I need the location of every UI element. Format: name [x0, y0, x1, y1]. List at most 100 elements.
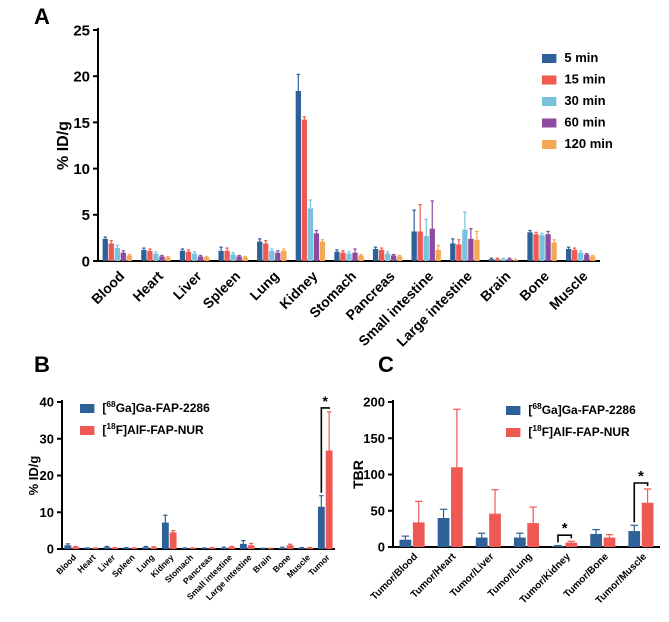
- bar-blood-68ga-ga-fap-2286: [64, 545, 72, 549]
- y-tick-label: 10: [73, 161, 90, 178]
- bar-tumor-heart-18f-alf-fap-nur: [451, 467, 463, 547]
- bar-large-intestine-68ga-ga-fap-2286: [239, 543, 247, 549]
- bar-small-intestine-18f-alf-fap-nur: [228, 547, 236, 549]
- bar-small-intestine-120-min: [435, 249, 441, 261]
- bar-small-intestine-60-min: [429, 228, 435, 261]
- bar-muscle-5-min: [565, 248, 572, 261]
- bar-kidney-30-min: [307, 208, 314, 261]
- bar-bone-18f-alf-fap-nur: [286, 545, 294, 549]
- bar-pancreas-30-min: [384, 253, 391, 261]
- x-tick-label-bone: Bone: [516, 268, 552, 304]
- legend-swatch-18f-alf-fap-nur: [506, 428, 521, 437]
- bar-tumor-lung-68ga-ga-fap-2286: [513, 537, 526, 547]
- bar-kidney-68ga-ga-fap-2286: [161, 522, 169, 549]
- bar-bone-5-min: [527, 232, 533, 261]
- bar-liver-15-min: [185, 251, 192, 261]
- bar-kidney-120-min: [319, 241, 326, 261]
- bar-stomach-5-min: [334, 251, 340, 261]
- bar-blood-18f-alf-fap-nur: [72, 547, 80, 549]
- bar-large-intestine-30-min: [462, 229, 468, 261]
- bar-stomach-120-min: [358, 255, 364, 261]
- panel-label-c: C: [378, 352, 394, 377]
- y-tick-label: 100: [363, 467, 385, 482]
- bar-muscle-68ga-ga-fap-2286: [298, 547, 306, 549]
- x-tick-label-tumor: Tumor: [306, 552, 332, 578]
- bar-tumor-blood-18f-alf-fap-nur: [412, 522, 425, 547]
- y-tick-label: 30: [40, 431, 54, 446]
- bar-heart-18f-alf-fap-nur: [91, 548, 99, 549]
- bar-bone-30-min: [539, 235, 545, 261]
- y-axis-title: % ID/g: [55, 121, 72, 170]
- y-tick-label: 200: [363, 395, 385, 410]
- x-tick-label-spleen: Spleen: [200, 268, 244, 312]
- y-tick-label: 0: [47, 542, 54, 557]
- bar-heart-60-min: [159, 256, 165, 261]
- bar-lung-30-min: [269, 250, 275, 261]
- y-tick-label: 0: [82, 253, 90, 270]
- bar-muscle-18f-alf-fap-nur: [306, 547, 314, 549]
- y-tick-label: 40: [40, 395, 54, 410]
- bar-large-intestine-15-min: [456, 244, 462, 261]
- y-tick-label: 10: [40, 505, 54, 520]
- legend-swatch-60-min: [542, 118, 557, 128]
- bar-blood-60-min: [120, 252, 126, 261]
- bar-lung-5-min: [257, 241, 263, 261]
- bar-muscle-15-min: [572, 249, 578, 261]
- legend-label-30-min: 30 min: [564, 93, 605, 108]
- bar-kidney-60-min: [313, 233, 320, 261]
- bar-kidney-5-min: [295, 90, 301, 261]
- legend-label-68ga-ga-fap-2286: [68Ga]Ga-FAP-2286: [528, 401, 636, 417]
- bar-pancreas-120-min: [397, 256, 403, 261]
- bar-large-intestine-18f-alf-fap-nur: [247, 545, 255, 549]
- bar-brain-60-min: [506, 259, 513, 261]
- y-tick-label: 5: [82, 207, 90, 224]
- legend-swatch-18f-alf-fap-nur: [80, 426, 95, 435]
- bar-blood-5-min: [102, 238, 108, 261]
- y-tick-label: 20: [73, 69, 90, 86]
- bar-lung-18f-alf-fap-nur: [150, 547, 158, 549]
- bar-lung-60-min: [275, 252, 281, 261]
- bar-brain-15-min: [494, 259, 501, 261]
- bar-tumor-muscle-68ga-ga-fap-2286: [628, 531, 641, 547]
- bar-tumor-kidney-18f-alf-fap-nur: [565, 542, 578, 547]
- bar-brain-5-min: [488, 259, 495, 261]
- legend-swatch-30-min: [542, 97, 557, 106]
- significance-bracket: [320, 407, 330, 493]
- legend-label-60-min: 60 min: [564, 115, 605, 130]
- bar-spleen-5-min: [218, 250, 224, 261]
- panel-label-b: B: [34, 352, 50, 377]
- legend-swatch-5-min: [542, 54, 557, 63]
- bar-heart-15-min: [147, 250, 153, 261]
- bar-pancreas-68ga-ga-fap-2286: [200, 548, 208, 549]
- y-tick-label: 20: [40, 468, 54, 483]
- panel-c: 050100150200TBRTumor/BloodTumor/HeartTum…: [350, 395, 660, 607]
- bar-muscle-60-min: [584, 254, 590, 261]
- bar-muscle-30-min: [578, 252, 584, 261]
- bar-blood-30-min: [114, 248, 120, 261]
- x-tick-label-heart: Heart: [129, 268, 166, 305]
- y-tick-label: 0: [378, 540, 385, 555]
- bar-large-intestine-5-min: [450, 243, 456, 261]
- legend-label-120-min: 120 min: [564, 136, 612, 151]
- bar-lung-15-min: [263, 243, 269, 261]
- bar-brain-30-min: [500, 259, 507, 261]
- x-tick-label-blood: Blood: [54, 552, 78, 576]
- bar-bone-120-min: [551, 242, 557, 261]
- bar-tumor-liver-68ga-ga-fap-2286: [475, 537, 488, 547]
- significance-star: *: [323, 393, 329, 409]
- significance-bracket: [633, 482, 649, 523]
- panel-label-a: A: [34, 4, 50, 29]
- bar-bone-60-min: [545, 234, 551, 261]
- bar-small-intestine-68ga-ga-fap-2286: [220, 547, 228, 549]
- x-tick-label-liver: Liver: [170, 267, 205, 302]
- y-tick-label: 15: [73, 115, 90, 132]
- x-tick-label-lung: Lung: [246, 268, 282, 304]
- bar-liver-120-min: [203, 257, 210, 261]
- bar-tumor-muscle-18f-alf-fap-nur: [641, 502, 654, 547]
- bar-pancreas-60-min: [390, 255, 397, 261]
- bar-spleen-30-min: [230, 254, 236, 261]
- bar-tumor-bone-68ga-ga-fap-2286: [590, 533, 602, 547]
- x-tick-label-blood: Blood: [88, 268, 127, 307]
- legend-swatch-15-min: [542, 75, 557, 85]
- legend-label-68ga-ga-fap-2286: [68Ga]Ga-FAP-2286: [102, 399, 210, 415]
